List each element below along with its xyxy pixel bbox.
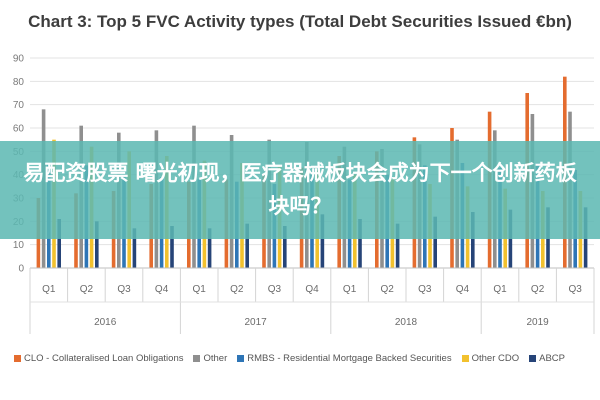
- year-label: 2019: [526, 317, 549, 328]
- x-tick-label: Q3: [418, 284, 432, 295]
- y-tick-label: 60: [13, 124, 25, 135]
- x-tick-label: Q1: [343, 284, 357, 295]
- legend-label: Other: [203, 352, 228, 364]
- legend-item: Other: [193, 353, 227, 364]
- legend-item: CLO - Collateralised Loan Obligations: [14, 353, 183, 364]
- legend: CLO - Collateralised Loan Obligations Oth…: [14, 348, 594, 368]
- legend-item: RMBS - Residential Mortgage Backed Secur…: [237, 352, 452, 364]
- y-tick-label: 0: [18, 264, 24, 275]
- y-tick-label: 90: [13, 54, 25, 65]
- y-tick-label: 80: [13, 77, 25, 88]
- legend-label: RMBS - Residential Mortgage Backed Secur…: [247, 352, 452, 364]
- bar: [57, 219, 61, 268]
- y-tick-label: 10: [13, 240, 25, 251]
- year-label: 2017: [244, 317, 267, 328]
- legend-label: ABCP: [539, 352, 565, 364]
- legend-item: ABCP: [529, 353, 565, 364]
- bar: [245, 223, 249, 268]
- bar: [95, 221, 99, 268]
- x-tick-label: Q2: [531, 284, 545, 295]
- x-tick-label: Q1: [193, 284, 207, 295]
- bar: [471, 212, 475, 268]
- x-tick-label: Q4: [305, 284, 319, 295]
- x-tick-label: Q4: [456, 284, 470, 295]
- bar: [207, 228, 212, 268]
- x-tick-label: Q4: [155, 284, 169, 295]
- legend-swatch: [529, 354, 537, 362]
- x-tick-label: Q2: [230, 284, 244, 295]
- chart-title: Chart 3: Top 5 FVC Activity types (Total…: [28, 12, 572, 31]
- y-tick-label: 70: [13, 100, 25, 111]
- year-label: 2016: [94, 317, 117, 328]
- legend-swatch: [14, 354, 21, 362]
- x-tick-label: Q2: [381, 284, 395, 295]
- legend-label: Other CDO: [471, 352, 520, 364]
- bar: [283, 226, 287, 268]
- x-tick-label: Q3: [268, 284, 282, 295]
- bar: [395, 223, 400, 268]
- x-tick-label: Q3: [117, 284, 131, 295]
- x-axis: Q1 Q2 Q3 Q4 Q1 Q2 Q3 Q4 Q1 Q2 Q3 Q4 Q1 Q2 Q3 2016 2017 20…: [29, 267, 595, 334]
- x-tick-label: Q2: [80, 284, 94, 295]
- x-tick-label: Q1: [493, 284, 507, 295]
- legend-swatch: [237, 354, 245, 362]
- bar: [320, 214, 325, 268]
- x-tick-label: Q1: [42, 284, 56, 295]
- bar: [132, 228, 137, 268]
- bar: [170, 226, 174, 268]
- overlay-headline[interactable]: 易配资股票 曙光初现，医疗器械板块会成为下一个创新药板块吗？: [23, 161, 577, 218]
- legend-swatch: [461, 354, 469, 362]
- legend-label: CLO - Collateralised Loan Obligations: [24, 352, 184, 364]
- year-label: 2018: [395, 317, 418, 328]
- x-tick-label: Q3: [569, 284, 583, 295]
- bar: [433, 216, 437, 268]
- overlay-banner[interactable]: 易配资股票 曙光初现，医疗器械板块会成为下一个创新药板块吗？: [0, 141, 600, 239]
- legend-swatch: [193, 354, 201, 362]
- legend-item: Other CDO: [461, 352, 520, 364]
- bar: [358, 219, 362, 268]
